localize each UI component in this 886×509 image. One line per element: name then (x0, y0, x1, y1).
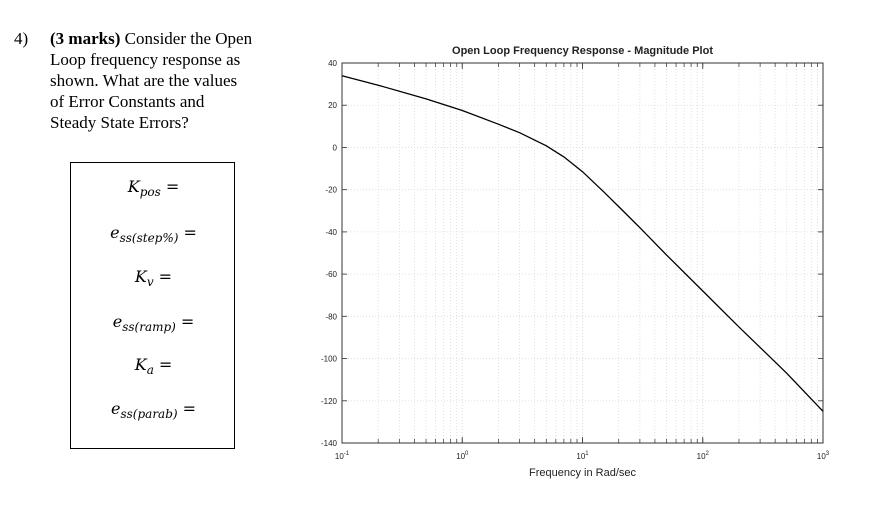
answer-ess-step: ess(step%) = (110, 223, 197, 246)
y-tick-label: -80 (325, 312, 337, 321)
chart-title: Open Loop Frequency Response - Magnitude… (452, 45, 713, 57)
question-number: 4) (14, 29, 29, 48)
y-tick-label: -140 (321, 439, 338, 448)
y-tick-label: 40 (328, 59, 337, 68)
question-marks: (3 marks) (50, 29, 121, 48)
answer-box: Kpos = ess(step%) = Kv = ess(ramp) = Ka = ess… (70, 162, 235, 449)
y-tick-label: 20 (328, 101, 337, 110)
plot-frame (341, 62, 824, 444)
y-tick-label: -20 (325, 186, 337, 195)
x-tick-label: 10-1 (335, 451, 350, 461)
x-tick-label: 102 (697, 451, 710, 461)
x-tick-label: 100 (456, 451, 469, 461)
answer-kpos: Kpos = (127, 177, 180, 200)
magnitude-series-line (341, 75, 824, 412)
x-tick-label: 103 (817, 451, 830, 461)
x-tick-label: 101 (576, 451, 589, 461)
y-tick-label: -100 (321, 355, 338, 364)
question-prompt: Consider the Open Loop frequency respons… (50, 29, 253, 132)
answer-ka: Ka = (134, 355, 173, 378)
answer-ess-parab: ess(parab) = (111, 399, 196, 422)
y-tick-label: -60 (325, 270, 337, 279)
answer-ess-ramp: ess(ramp) = (112, 312, 195, 335)
x-axis-label: Frequency in Rad/sec (529, 467, 636, 479)
magnitude-plot: 40 20 0 -20 -40 -60 -80 -100 -120 -140 10-1 100 101 1… (321, 45, 830, 479)
y-tick-label: -120 (321, 397, 338, 406)
answer-kv: Kv = (134, 267, 173, 290)
y-tick-label: 0 (333, 143, 338, 152)
question-text-block: 4) (3 marks) Consider the Open Loop freq… (14, 28, 254, 133)
question-body: (3 marks) Consider the Open Loop frequen… (50, 28, 254, 133)
y-tick-label: -40 (325, 228, 337, 237)
